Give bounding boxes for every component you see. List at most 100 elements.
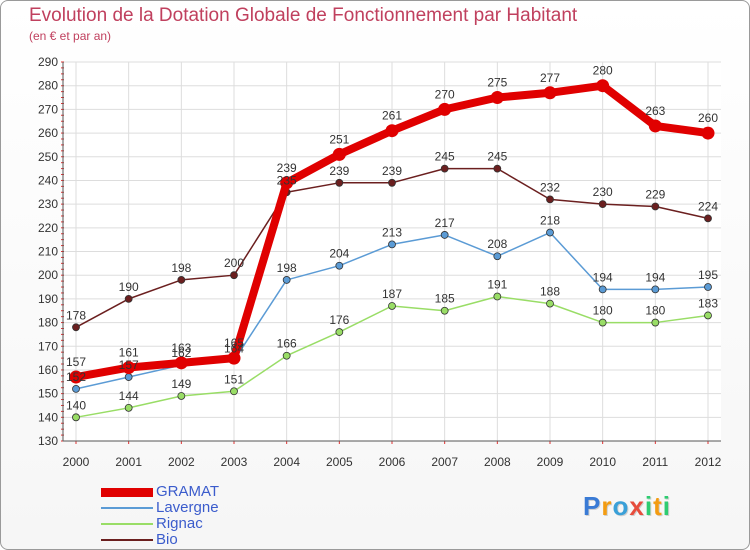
data-label-rignac: 183 (698, 296, 718, 310)
legend-label: Rignac (156, 515, 203, 532)
data-point-lavergne (388, 240, 396, 249)
legend-swatch (101, 487, 153, 497)
series-lines (69, 79, 715, 422)
logo-letter: t (653, 491, 663, 521)
data-label-rignac: 149 (171, 377, 191, 391)
data-label-lavergne: 162 (171, 346, 191, 360)
data-point-gramat (701, 126, 715, 140)
data-point-rignac (72, 413, 80, 422)
data-point-bio (124, 294, 133, 303)
data-point-rignac (177, 392, 186, 400)
y-tick-label: 180 (38, 316, 58, 330)
data-point-rignac (124, 403, 133, 412)
legend: GRAMAT Lavergne Rignac Bio (101, 484, 301, 548)
data-point-lavergne (440, 231, 449, 239)
logo-letter: x (629, 491, 645, 521)
x-tick-label: 2006 (379, 455, 406, 469)
data-label-gramat: 263 (645, 104, 665, 118)
legend-swatch (101, 523, 153, 525)
data-point-gramat (122, 361, 136, 375)
legend-label: Lavergne (156, 499, 219, 516)
data-point-gramat (438, 102, 452, 116)
data-label-bio: 235 (277, 173, 297, 187)
legend-label: GRAMAT (156, 483, 220, 500)
data-label-rignac: 188 (540, 285, 560, 299)
logo-letter: i (644, 491, 654, 521)
data-label-bio: 230 (593, 185, 613, 199)
data-point-rignac (335, 328, 344, 336)
axes: 130 140 150 160 170 180 190 200 210 220 230 240 250 2… (38, 55, 722, 469)
data-point-lavergne (546, 228, 554, 237)
logo-letter: P (583, 491, 602, 521)
data-label-lavergne: 204 (329, 247, 349, 261)
data-label-rignac: 185 (435, 292, 455, 306)
x-tick-label: 2001 (115, 455, 142, 469)
data-point-bio (177, 276, 186, 284)
proxiti-logo: Proxiti (583, 491, 671, 522)
logo-letter: o (612, 491, 630, 521)
data-point-lavergne (282, 276, 291, 284)
data-point-rignac (440, 306, 449, 315)
y-tick-label: 130 (38, 434, 58, 448)
data-label-rignac: 140 (66, 398, 86, 412)
logo-letter: r (601, 491, 613, 521)
legend-item-lavergne: Lavergne (101, 500, 301, 516)
data-label-bio: 239 (382, 164, 402, 178)
data-point-lavergne (493, 252, 502, 261)
data-label-gramat: 280 (593, 64, 613, 78)
data-point-bio (598, 200, 607, 209)
y-tick-label: 240 (38, 173, 58, 187)
x-tick-label: 2004 (273, 455, 300, 469)
data-point-rignac (651, 318, 660, 327)
y-tick-label: 190 (38, 292, 58, 306)
x-tick-label: 2011 (642, 455, 668, 469)
data-label-lavergne: 213 (382, 225, 402, 239)
data-point-gramat (490, 91, 504, 105)
data-point-gramat (227, 351, 241, 365)
data-label-bio: 190 (119, 280, 139, 294)
data-point-gramat (280, 176, 294, 190)
data-point-bio (546, 195, 554, 204)
y-tick-label: 250 (38, 150, 58, 164)
data-label-rignac: 180 (593, 304, 613, 318)
x-tick-label: 2005 (326, 455, 353, 469)
x-tick-label: 2008 (484, 455, 511, 469)
data-point-bio (440, 164, 449, 173)
data-label-bio: 229 (645, 187, 665, 201)
data-point-rignac (230, 387, 238, 396)
data-point-rignac (282, 351, 291, 360)
x-tick-label: 2007 (431, 455, 458, 469)
y-tick-label: 280 (38, 79, 58, 93)
y-tick-label: 220 (38, 221, 58, 235)
legend-swatch (101, 507, 153, 509)
data-label-rignac: 187 (382, 287, 402, 301)
y-tick-label: 140 (38, 410, 58, 424)
data-point-rignac (704, 311, 712, 320)
data-point-lavergne (704, 283, 712, 291)
data-label-gramat: 261 (382, 109, 402, 123)
x-tick-label: 2010 (589, 455, 616, 469)
y-tick-label: 170 (38, 339, 58, 353)
data-point-gramat (174, 356, 188, 370)
y-tick-label: 200 (38, 268, 58, 282)
data-label-gramat: 239 (277, 161, 297, 175)
data-label-lavergne: 217 (435, 216, 455, 230)
data-point-bio (651, 202, 660, 211)
data-label-rignac: 151 (224, 372, 244, 386)
data-label-bio: 239 (329, 164, 349, 178)
data-point-bio (335, 178, 344, 187)
data-label-gramat: 275 (487, 76, 507, 90)
data-label-lavergne: 157 (119, 358, 139, 372)
data-label-bio: 198 (171, 261, 191, 275)
data-point-rignac (598, 318, 607, 327)
data-label-lavergne: 218 (540, 214, 560, 228)
data-point-gramat (332, 147, 346, 161)
data-point-gramat (543, 86, 557, 100)
data-point-bio (388, 178, 396, 187)
data-label-rignac: 191 (487, 278, 507, 292)
data-label-lavergne: 152 (66, 370, 86, 384)
data-point-bio (72, 323, 80, 332)
